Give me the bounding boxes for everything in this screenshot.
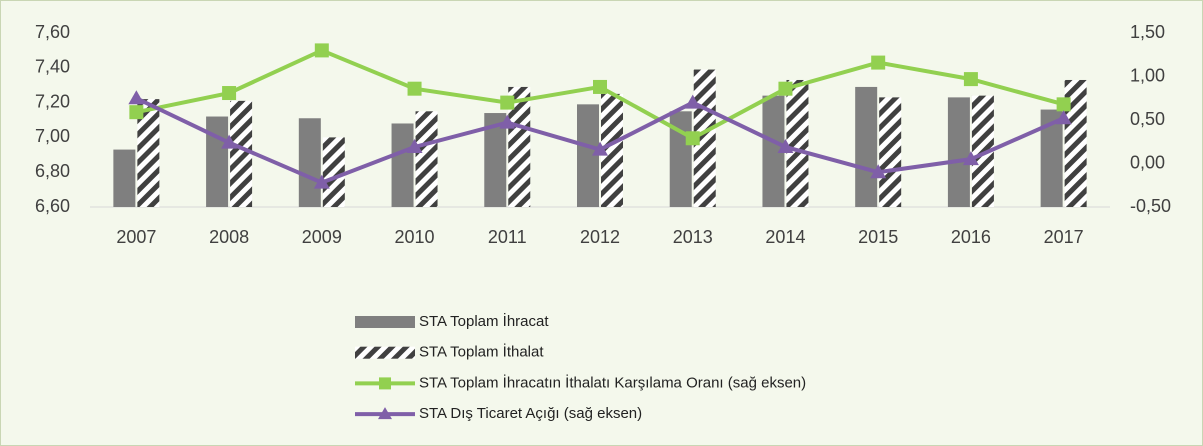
marker — [685, 131, 700, 146]
legend-swatch — [355, 316, 415, 328]
y-tick-label: 7,40 — [35, 57, 70, 77]
bar — [577, 104, 599, 207]
marker — [407, 81, 422, 96]
y2-tick-label: 0,50 — [1130, 109, 1165, 129]
x-tick-label: 2008 — [209, 227, 249, 247]
x-tick-label: 2010 — [395, 227, 435, 247]
marker — [963, 72, 978, 87]
x-tick-label: 2015 — [858, 227, 898, 247]
marker — [313, 174, 330, 189]
bar — [1040, 109, 1063, 207]
bar — [762, 95, 785, 207]
bar — [1064, 79, 1087, 207]
marker — [777, 138, 794, 153]
y-tick-label: 6,80 — [35, 161, 70, 181]
y2-tick-label: -0,50 — [1130, 196, 1171, 216]
bar — [879, 97, 902, 207]
bar — [601, 93, 623, 207]
marker — [593, 79, 607, 94]
legend-marker — [378, 407, 392, 420]
marker — [314, 43, 329, 58]
bar — [484, 113, 507, 207]
marker — [871, 55, 886, 70]
bar — [508, 86, 531, 207]
legend-label: STA Toplam İhracat — [419, 312, 549, 330]
y-tick-label: 7,00 — [35, 126, 70, 146]
bar — [855, 86, 878, 207]
y2-tick-label: 0,00 — [1130, 152, 1165, 172]
x-tick-label: 2014 — [765, 227, 805, 247]
y-tick-label: 7,60 — [35, 22, 70, 42]
y-tick-label: 6,60 — [35, 196, 70, 216]
marker — [1055, 110, 1072, 125]
marker — [870, 164, 887, 179]
x-tick-label: 2009 — [302, 227, 342, 247]
legend-swatch — [355, 346, 415, 359]
bar — [391, 123, 414, 207]
legend-marker — [379, 377, 391, 390]
bar — [298, 118, 321, 207]
bar — [971, 95, 994, 207]
marker — [500, 95, 515, 110]
legend-label: STA Toplam İhracatın İthalatı Karşılama … — [419, 373, 806, 391]
marker — [592, 141, 608, 156]
marker — [129, 105, 144, 120]
legend-label: STA Toplam İthalat — [419, 343, 544, 361]
bar — [206, 116, 229, 207]
bar — [947, 97, 970, 207]
y2-tick-label: 1,50 — [1130, 22, 1165, 42]
bar — [137, 99, 160, 207]
bar — [322, 137, 345, 207]
marker — [778, 81, 793, 96]
x-tick-label: 2012 — [580, 227, 620, 247]
marker — [406, 138, 423, 153]
marker — [499, 114, 516, 129]
legend-label: STA Dış Ticaret Açığı (sağ eksen) — [419, 405, 642, 422]
marker — [221, 134, 238, 149]
y2-tick-label: 1,00 — [1130, 65, 1165, 85]
bar — [786, 79, 809, 207]
x-tick-label: 2013 — [673, 227, 713, 247]
marker — [962, 151, 979, 166]
bar — [230, 100, 253, 207]
marker — [1056, 97, 1071, 112]
marker — [684, 94, 701, 109]
x-tick-label: 2016 — [951, 227, 991, 247]
y-tick-label: 7,20 — [35, 91, 70, 111]
bar — [113, 149, 136, 207]
x-tick-label: 2017 — [1044, 227, 1084, 247]
marker — [222, 86, 237, 101]
x-tick-label: 2011 — [488, 227, 527, 247]
bar — [415, 111, 438, 207]
x-tick-label: 2007 — [116, 227, 156, 247]
marker — [128, 90, 145, 105]
